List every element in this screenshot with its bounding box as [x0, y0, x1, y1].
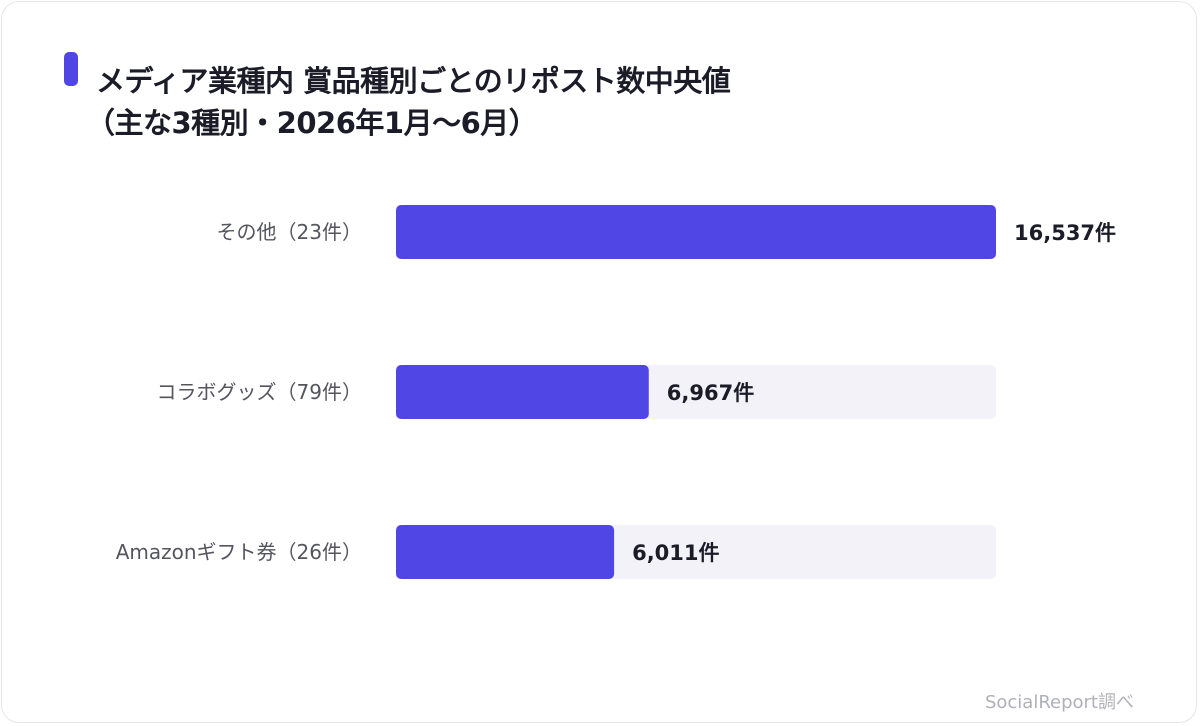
category-label: コラボグッズ（79件） — [157, 380, 362, 404]
bar — [396, 365, 649, 419]
bar — [396, 525, 615, 579]
value-label: 6,011件 — [632, 541, 719, 565]
bar — [396, 205, 996, 259]
value-label: 6,967件 — [667, 381, 754, 405]
title-accent-marker — [64, 52, 78, 86]
value-label: 16,537件 — [1014, 221, 1116, 245]
chart-title: メディア業種内 賞品種別ごとのリポスト数中央値 — [96, 64, 731, 98]
chart-subtitle: （主な3種別・2026年1月〜6月） — [86, 106, 538, 140]
category-label: Amazonギフト券（26件） — [116, 540, 362, 564]
source-note: SocialReport調べ — [984, 692, 1134, 713]
category-label: その他（23件） — [217, 220, 362, 244]
